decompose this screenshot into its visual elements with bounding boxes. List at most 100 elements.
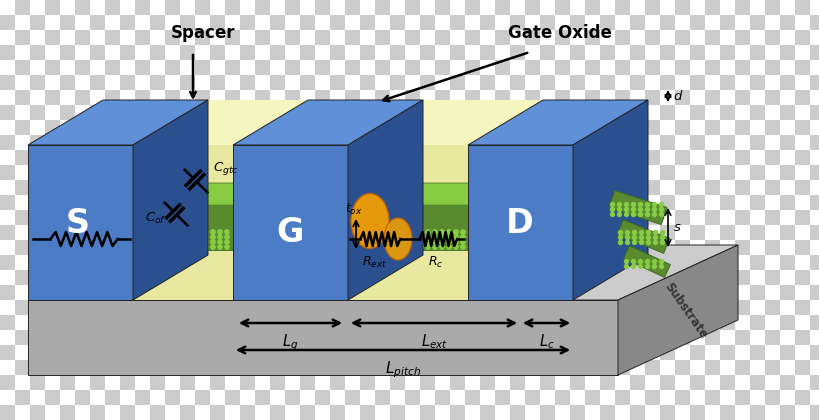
Bar [734, 240, 749, 255]
Circle shape [52, 235, 57, 239]
Circle shape [510, 235, 514, 239]
Bar [150, 225, 165, 240]
Bar [329, 90, 345, 105]
Bar [659, 405, 674, 420]
Bar [120, 390, 135, 405]
Circle shape [348, 240, 353, 244]
Bar [524, 165, 540, 180]
Bar [224, 270, 240, 285]
Bar [90, 120, 105, 135]
Polygon shape [347, 205, 542, 250]
Bar [495, 150, 509, 165]
Bar [434, 0, 450, 15]
Bar [255, 240, 269, 255]
Bar [764, 255, 779, 270]
Bar [479, 45, 495, 60]
Bar [584, 285, 600, 300]
Bar [374, 195, 390, 210]
Bar [165, 150, 180, 165]
Bar [45, 60, 60, 75]
Bar [524, 150, 540, 165]
Bar [450, 15, 464, 30]
Bar [120, 150, 135, 165]
Bar [60, 150, 75, 165]
Circle shape [425, 230, 430, 234]
Bar [0, 210, 15, 225]
Bar [269, 90, 285, 105]
Bar [554, 30, 569, 45]
Bar [719, 30, 734, 45]
Bar [90, 195, 105, 210]
Bar [300, 165, 314, 180]
Text: G: G [276, 216, 303, 249]
Bar [345, 135, 360, 150]
Bar [419, 330, 434, 345]
Bar [210, 285, 224, 300]
Bar [374, 150, 390, 165]
Bar [180, 405, 195, 420]
Bar [60, 240, 75, 255]
Bar [75, 285, 90, 300]
Bar [645, 375, 659, 390]
Bar [345, 390, 360, 405]
Circle shape [377, 235, 381, 239]
Bar [434, 165, 450, 180]
Bar [674, 90, 689, 105]
Bar [614, 315, 629, 330]
Bar [314, 240, 329, 255]
Circle shape [74, 240, 78, 244]
Bar [300, 30, 314, 45]
Polygon shape [572, 100, 647, 300]
Circle shape [475, 240, 480, 244]
Bar [30, 165, 45, 180]
Bar [464, 45, 479, 60]
Bar [60, 135, 75, 150]
Circle shape [397, 230, 401, 234]
Circle shape [102, 235, 106, 239]
Bar [450, 30, 464, 45]
Bar [464, 285, 479, 300]
Bar [434, 105, 450, 120]
Bar [45, 90, 60, 105]
Bar [300, 390, 314, 405]
Bar [450, 225, 464, 240]
Bar [524, 225, 540, 240]
Bar [809, 330, 819, 345]
Bar [779, 180, 794, 195]
Circle shape [355, 230, 360, 234]
Bar [120, 270, 135, 285]
Circle shape [432, 245, 437, 249]
Bar [405, 105, 419, 120]
Bar [0, 0, 15, 15]
Bar [540, 255, 554, 270]
Bar [224, 0, 240, 15]
Bar [419, 30, 434, 45]
Bar [719, 345, 734, 360]
Bar [120, 45, 135, 60]
Bar [764, 375, 779, 390]
Bar [90, 90, 105, 105]
Bar [180, 30, 195, 45]
Bar [554, 300, 569, 315]
Bar [255, 90, 269, 105]
Bar [450, 135, 464, 150]
Circle shape [183, 230, 187, 234]
Bar [180, 180, 195, 195]
Bar [419, 90, 434, 105]
Bar [464, 195, 479, 210]
Bar [689, 135, 704, 150]
Bar [224, 120, 240, 135]
Bar [614, 390, 629, 405]
Bar [600, 390, 614, 405]
Bar [374, 405, 390, 420]
Bar [314, 255, 329, 270]
Bar [704, 195, 719, 210]
Circle shape [169, 245, 173, 249]
Bar [30, 225, 45, 240]
Bar [0, 405, 15, 420]
Circle shape [559, 235, 563, 239]
Bar [240, 0, 255, 15]
Bar [794, 75, 809, 90]
Bar [345, 105, 360, 120]
Bar [195, 360, 210, 375]
